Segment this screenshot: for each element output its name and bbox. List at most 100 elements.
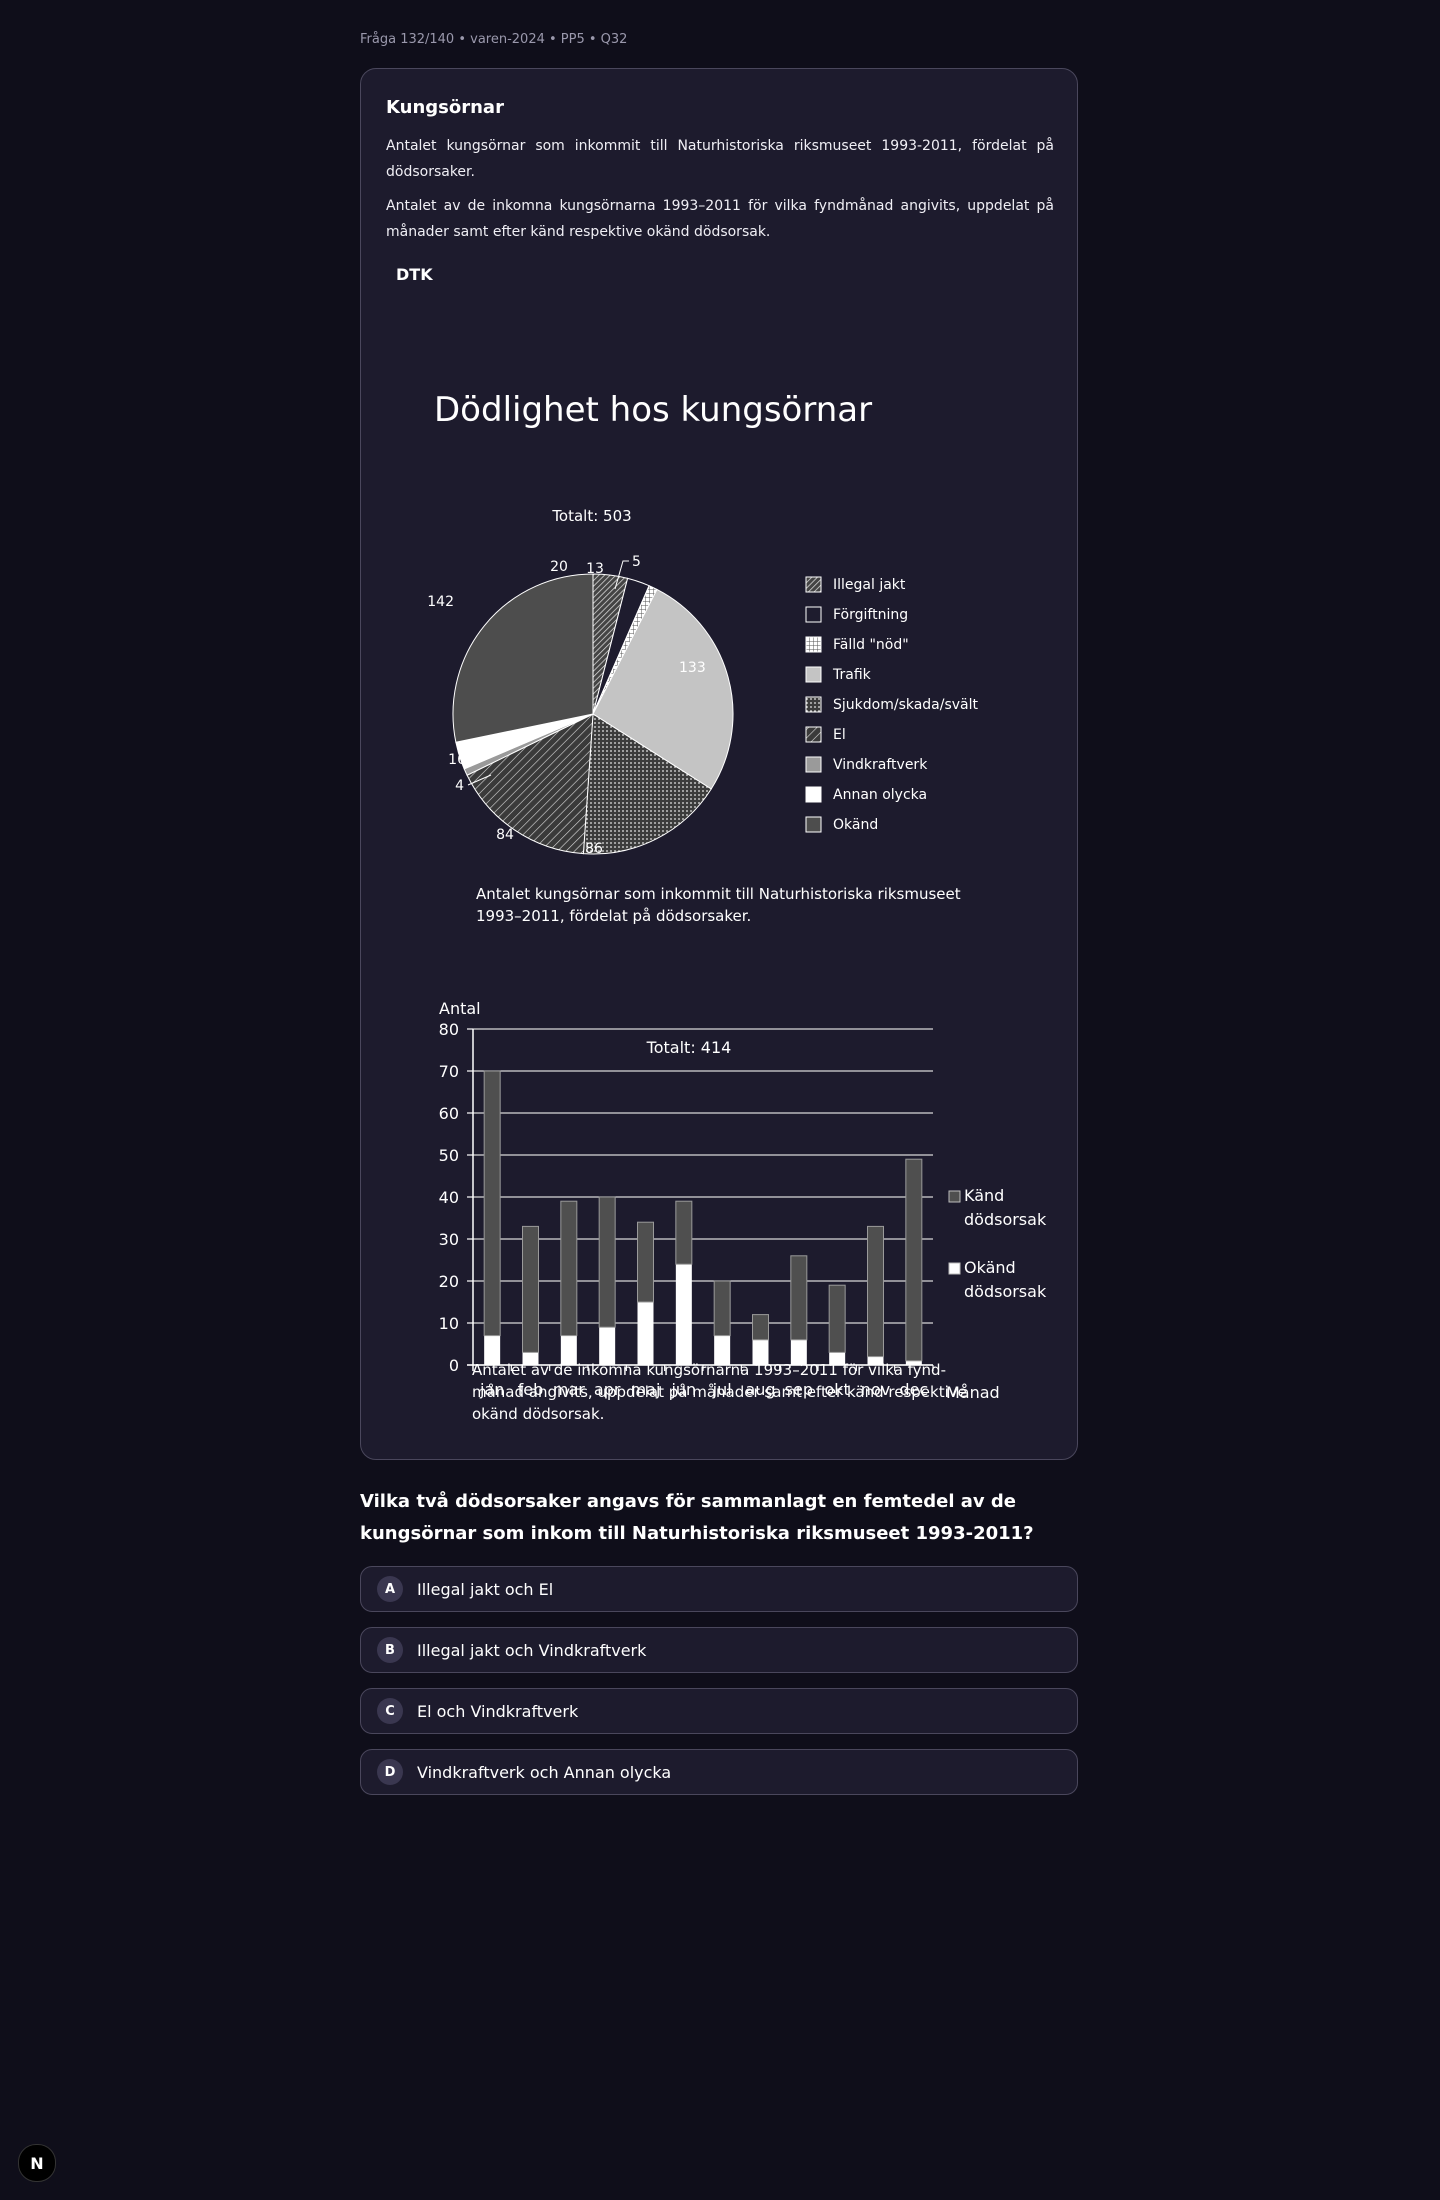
bar-legend-label: Okänd bbox=[964, 1258, 1016, 1277]
pie-value-label: 5 bbox=[632, 554, 641, 570]
pie-caption-line-1: Antalet kungsörnar som inkommit till Nat… bbox=[476, 885, 961, 903]
bar-y-axis-label: Antal bbox=[439, 999, 481, 1018]
bar-axes bbox=[467, 1029, 933, 1371]
option-letter-badge: B bbox=[377, 1637, 403, 1663]
bar-total-label: Totalt: 414 bbox=[646, 1038, 732, 1057]
y-tick-label: 20 bbox=[439, 1272, 459, 1291]
y-tick-label: 60 bbox=[439, 1104, 459, 1123]
legend-swatch bbox=[805, 666, 822, 683]
bar-known-jun bbox=[675, 1200, 693, 1265]
option-letter-badge: C bbox=[377, 1698, 403, 1724]
bar-known-apr bbox=[598, 1196, 616, 1328]
bar-known-dec bbox=[905, 1158, 923, 1362]
pie-legend: Illegal jakt Förgiftning Fälld "nöd" Trafik… bbox=[805, 576, 979, 833]
legend-label: El bbox=[833, 727, 846, 743]
figure: Dödlighet hos kungsörnar Totalt: 503 20 1… bbox=[427, 390, 1047, 1402]
bar-caption-line-3: okänd dödsorsak. bbox=[472, 1405, 604, 1423]
option-label: Illegal jakt och Vindkraftverk bbox=[417, 1640, 647, 1660]
card-title: Kungsörnar bbox=[386, 97, 504, 118]
bar-unknown-mar bbox=[560, 1335, 577, 1365]
bar-unknown-maj bbox=[637, 1302, 654, 1365]
legend-label: Trafik bbox=[832, 667, 872, 683]
legend-swatch bbox=[805, 606, 822, 623]
y-tick-label: 0 bbox=[449, 1356, 459, 1375]
bar-unknown-sep bbox=[790, 1339, 807, 1365]
pie-slice-okänd bbox=[452, 573, 594, 743]
pie-slice-sjukdom-skada-svält bbox=[582, 713, 712, 855]
pie-value-label: 16 bbox=[448, 752, 466, 768]
bar-bars: jan feb mar apr maj jun jul aug sep okt nov dec bbox=[479, 1070, 934, 1399]
bar-known-sep bbox=[790, 1255, 808, 1341]
bar-legend: Känd dödsorsak Okänd dödsorsak bbox=[948, 1186, 1047, 1301]
legend-label: Okänd bbox=[833, 817, 878, 833]
legend-label: Fälld "nöd" bbox=[833, 637, 909, 653]
pie-value-label: 133 bbox=[679, 660, 706, 676]
question-text: Vilka två dödsorsaker angavs för sammanl… bbox=[360, 1491, 1034, 1544]
x-tick-label: mar bbox=[553, 1380, 585, 1399]
bar-unknown-apr bbox=[599, 1327, 616, 1365]
legend-swatch bbox=[805, 726, 822, 743]
bar-unknown-jan bbox=[484, 1335, 501, 1365]
answer-option-b[interactable]: B Illegal jakt och Vindkraftverk bbox=[360, 1627, 1078, 1673]
y-tick-label: 30 bbox=[439, 1230, 459, 1249]
bar-unknown-feb bbox=[522, 1352, 539, 1365]
pie-value-label: 86 bbox=[585, 841, 603, 857]
answer-option-d[interactable]: D Vindkraftverk och Annan olycka bbox=[360, 1749, 1078, 1795]
option-label: Illegal jakt och El bbox=[417, 1579, 554, 1599]
bar-unknown-dec bbox=[905, 1360, 922, 1365]
pie-value-label: 84 bbox=[496, 827, 514, 843]
x-tick-label: apr bbox=[594, 1380, 621, 1399]
pie-slice-trafik bbox=[592, 588, 734, 790]
legend-swatch bbox=[805, 576, 822, 593]
bar-x-axis-label: Månad bbox=[946, 1383, 1000, 1402]
legend-label: Illegal jakt bbox=[833, 577, 906, 593]
bar-known-jul bbox=[713, 1280, 731, 1337]
bar-known-okt bbox=[828, 1284, 846, 1353]
legend-swatch bbox=[805, 786, 822, 803]
option-letter-badge: D bbox=[377, 1759, 403, 1785]
legend-swatch bbox=[805, 636, 822, 653]
answer-option-c[interactable]: C El och Vindkraftverk bbox=[360, 1688, 1078, 1734]
bar-caption-line-1: Antalet av de inkomna kungsörnarna 1993–… bbox=[472, 1361, 946, 1379]
pie-leader-line bbox=[467, 774, 492, 786]
y-tick-label: 50 bbox=[439, 1146, 459, 1165]
x-tick-label: nov bbox=[861, 1380, 890, 1399]
y-tick-label: 40 bbox=[439, 1188, 459, 1207]
breadcrumb: Fråga 132/140 • varen-2024 • PP5 • Q32 bbox=[360, 32, 628, 47]
pie-chart bbox=[452, 573, 734, 855]
legend-label: Vindkraftverk bbox=[833, 757, 928, 773]
legend-swatch bbox=[805, 816, 822, 833]
bar-known-mar bbox=[560, 1200, 578, 1337]
x-tick-label: dec bbox=[899, 1380, 928, 1399]
pie-value-label: 142 bbox=[427, 594, 454, 610]
x-tick-label: okt bbox=[825, 1380, 850, 1399]
x-tick-label: jul bbox=[712, 1380, 732, 1399]
answer-option-a[interactable]: A Illegal jakt och El bbox=[360, 1566, 1078, 1612]
app-logo-icon[interactable]: N bbox=[18, 2144, 56, 2182]
legend-label: Annan olycka bbox=[833, 787, 927, 803]
legend-label: Förgiftning bbox=[833, 607, 908, 623]
x-tick-label: aug bbox=[745, 1380, 775, 1399]
bar-gridlines: 0 10 20 30 40 50 60 70 80 bbox=[439, 1020, 933, 1375]
y-tick-label: 10 bbox=[439, 1314, 459, 1333]
pie-labels: 20 13 5 133 86 84 4 16 142 bbox=[427, 554, 705, 857]
option-label: Vindkraftverk och Annan olycka bbox=[417, 1762, 672, 1782]
pie-value-label: 4 bbox=[455, 778, 464, 794]
bar-unknown-jun bbox=[675, 1264, 692, 1365]
x-tick-label: jun bbox=[670, 1380, 696, 1399]
bar-caption: Antalet av de inkomna kungsörnarna 1993–… bbox=[472, 1361, 967, 1423]
bar-unknown-nov bbox=[867, 1356, 884, 1365]
x-tick-label: maj bbox=[631, 1380, 661, 1399]
pie-value-label: 13 bbox=[586, 561, 604, 577]
bar-known-feb bbox=[522, 1225, 539, 1353]
y-tick-label: 70 bbox=[439, 1062, 459, 1081]
option-label: El och Vindkraftverk bbox=[417, 1701, 579, 1721]
legend-swatch bbox=[805, 696, 822, 713]
legend-label: Sjukdom/skada/svält bbox=[833, 697, 979, 713]
context-paragraph-2: Antalet av de inkomna kungsörnarna 1993–… bbox=[386, 198, 1054, 240]
x-tick-label: jan bbox=[479, 1380, 504, 1399]
pie-caption-line-2: 1993–2011, fördelat på dödsorsaker. bbox=[476, 907, 751, 925]
bar-known-maj bbox=[637, 1221, 654, 1303]
bar-legend-label: Känd bbox=[964, 1186, 1004, 1205]
bar-legend-label: dödsorsak bbox=[964, 1210, 1047, 1229]
